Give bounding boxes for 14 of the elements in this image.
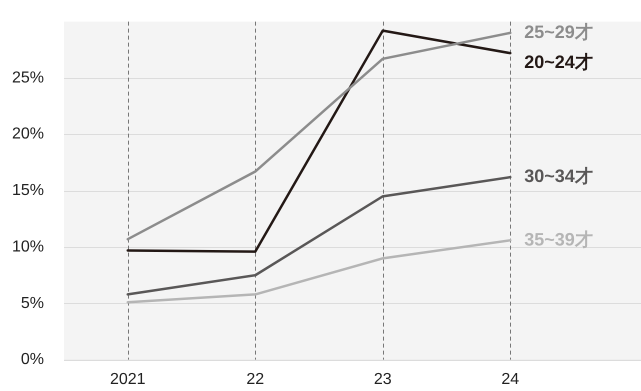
x-tick-label: 24	[501, 370, 520, 388]
y-tick-label: 15%	[12, 182, 44, 200]
series-label: 25~29才	[524, 22, 593, 42]
series-label: 30~34才	[524, 166, 593, 186]
series-label: 20~24才	[524, 52, 593, 72]
y-tick-label: 5%	[20, 294, 44, 312]
y-tick-label: 10%	[12, 238, 44, 256]
x-tick-label: 23	[374, 370, 392, 388]
y-tick-label: 25%	[12, 69, 44, 86]
series-label: 35~39才	[524, 229, 593, 250]
y-tick-label: 20%	[12, 126, 44, 143]
y-tick-label: 0%	[20, 351, 44, 368]
x-tick-label: 22	[246, 370, 264, 388]
x-tick-label: 2021	[110, 370, 146, 388]
